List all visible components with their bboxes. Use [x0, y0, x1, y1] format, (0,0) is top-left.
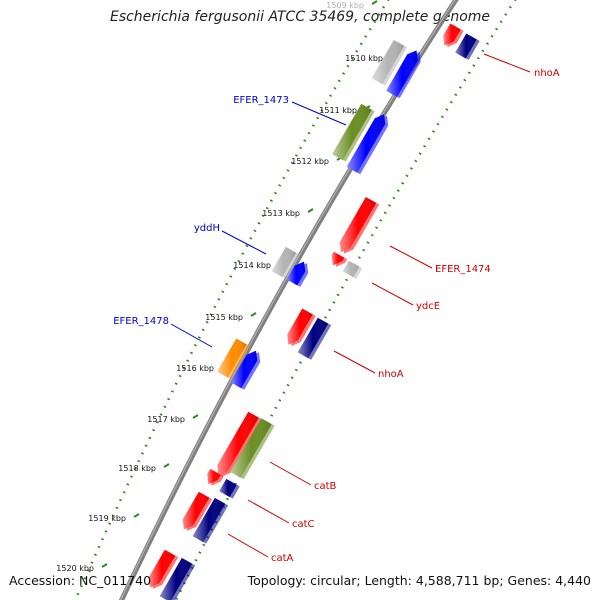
gene-label: nhoA	[534, 68, 560, 79]
gene-arrow-sheen	[297, 317, 329, 359]
tick-label: 1513 kbp	[262, 209, 300, 218]
tick-label: 1517 kbp	[147, 415, 185, 424]
gene-arrow-sheen	[386, 50, 418, 97]
tick-label: 1515 kbp	[205, 313, 243, 322]
tick-label: 1519 kbp	[88, 514, 126, 523]
gene-arrow-sheen	[339, 197, 377, 252]
gene-arrow-sheen	[219, 478, 237, 498]
gene-arrow-sheen	[192, 497, 226, 543]
gene-arrow-sheen	[182, 491, 210, 530]
label-leader-line	[247, 499, 290, 524]
gene-arrow-sheen	[148, 549, 176, 588]
gene-arrow-sheen	[159, 557, 193, 600]
tick-label: 1518 kbp	[118, 464, 156, 473]
gene-arrow-sheen	[271, 246, 297, 278]
gene-arrow-sheen	[207, 468, 221, 485]
gene-arrow-sheen	[346, 114, 386, 173]
gene-label: EFER_1473	[233, 95, 289, 106]
tick-mark	[192, 414, 199, 419]
label-leader-line	[170, 323, 213, 348]
tick-mark	[163, 463, 170, 468]
gene-arrow-sheen	[332, 103, 372, 161]
gene-arrow-sheen	[331, 251, 345, 266]
genome-backbone	[118, 0, 459, 600]
gene-arrow-sheen	[217, 411, 259, 476]
tick-label: 1509 kbp	[326, 1, 364, 10]
tick-label: 1510 kbp	[345, 54, 383, 63]
gene-arrow-sheen	[443, 23, 461, 46]
tick-mark	[371, 0, 378, 5]
gene-label: nhoA	[378, 369, 404, 380]
backbone-arc	[118, 0, 459, 600]
tick-mark	[133, 513, 140, 518]
tick-label: 1512 kbp	[291, 157, 329, 166]
tick-mark	[101, 563, 108, 568]
label-leader-line	[227, 533, 269, 558]
tick-label: 1511 kbp	[319, 106, 357, 115]
gene-arrow-sheen	[455, 33, 477, 59]
gene-arrow-sheen	[286, 261, 306, 286]
dotted-line-outer	[73, 0, 390, 600]
gene-label: yddH	[194, 223, 220, 234]
gene-features	[148, 23, 480, 600]
gene-arrow-sheen	[230, 418, 272, 478]
gene-arrow-sheen	[287, 308, 313, 345]
gene-arrow-sheen	[230, 350, 258, 389]
gene-label: catA	[271, 553, 294, 564]
label-leader-line	[389, 245, 433, 269]
gene-labels: nhoAEFER_1473yddHEFER_1474ydcEEFER_1478n…	[113, 53, 560, 564]
gene-arrow-sheen	[371, 39, 405, 85]
tick-mark	[307, 208, 314, 213]
map-title: Escherichia fergusonii ATCC 35469, compl…	[109, 9, 491, 25]
label-leader-line	[371, 282, 414, 306]
gene-label: catC	[292, 519, 315, 530]
label-leader-line	[483, 53, 531, 73]
gene-label: EFER_1474	[435, 264, 491, 275]
tick-label: 1520 kbp	[56, 564, 94, 573]
label-leader-line	[269, 461, 312, 486]
gene-arrow-sheen	[217, 338, 247, 378]
label-leader-line	[291, 101, 347, 126]
tick-label: 1516 kbp	[176, 364, 214, 373]
gene-arrow-sheen	[342, 260, 360, 278]
dotted-track-lines	[73, 0, 517, 600]
gene-label: catB	[314, 481, 337, 492]
tick-mark	[250, 312, 257, 317]
accession-label: Accession: NC_011740	[9, 573, 152, 588]
genome-summary: Topology: circular; Length: 4,588,711 bp…	[247, 573, 591, 588]
tick-label: 1514 kbp	[233, 261, 271, 270]
label-leader-line	[333, 350, 376, 374]
label-leader-line	[221, 230, 267, 255]
gene-label: EFER_1478	[113, 316, 169, 327]
gene-label: ydcE	[416, 301, 440, 312]
